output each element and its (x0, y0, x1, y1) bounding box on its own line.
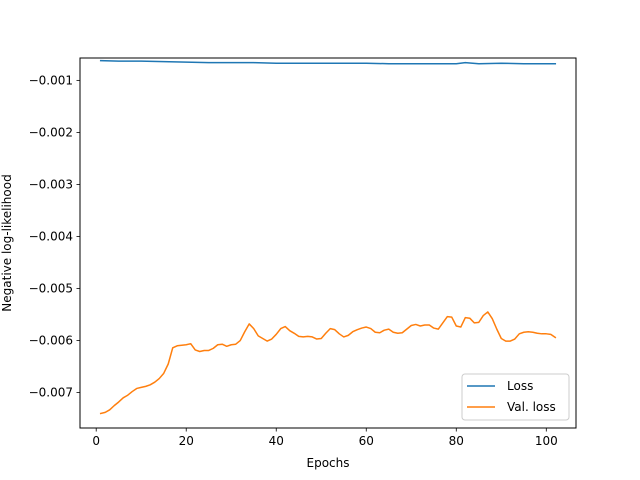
y-tick-label: −0.003 (29, 177, 73, 191)
x-tick-label: 0 (92, 434, 100, 448)
x-tick-label: 20 (179, 434, 194, 448)
y-tick-label: −0.007 (29, 386, 73, 400)
x-axis-label: Epochs (307, 456, 350, 470)
x-tick-label: 100 (535, 434, 558, 448)
x-tick-label: 80 (449, 434, 464, 448)
legend-entry-0: Loss (507, 379, 533, 393)
y-tick-label: −0.005 (29, 282, 73, 296)
plot-frame (79, 57, 577, 429)
x-tick-label: 60 (359, 434, 374, 448)
series-layer (99, 59, 557, 415)
y-tick-label: −0.002 (29, 125, 73, 139)
y-tick-label: −0.004 (29, 229, 73, 243)
y-axis-label: Negative log-likelihood (0, 174, 14, 311)
y-tick-label: −0.006 (29, 334, 73, 348)
x-axis-ticks: 0 20 40 60 80 100 (92, 428, 558, 448)
y-axis-ticks: −0.007 −0.006 −0.005 −0.004 −0.003 −0.002 −0.0… (29, 73, 80, 400)
series-line-0 (99, 59, 557, 65)
legend: Loss Val. loss (461, 373, 570, 421)
series-line-1 (99, 311, 557, 415)
y-tick-label: −0.001 (29, 73, 73, 87)
legend-entry-1: Val. loss (507, 400, 556, 414)
x-tick-label: 40 (269, 434, 284, 448)
